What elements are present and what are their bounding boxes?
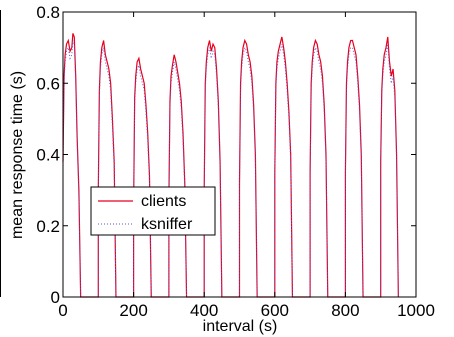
legend-label-ksniffer: ksniffer xyxy=(141,216,193,233)
x-tick-label: 0 xyxy=(58,301,67,320)
x-tick-label: 800 xyxy=(331,301,359,320)
x-tick-label: 1000 xyxy=(397,301,435,320)
y-tick-label: 0.8 xyxy=(36,3,60,22)
series-layer xyxy=(62,33,399,298)
x-tick-label: 200 xyxy=(119,301,147,320)
x-tick-label: 600 xyxy=(261,301,289,320)
y-tick-label: 0 xyxy=(51,288,60,307)
y-tick-label: 0.4 xyxy=(36,146,60,165)
legend-label-clients: clients xyxy=(141,193,186,210)
y-tick-label: 0.2 xyxy=(36,217,60,236)
x-axis-title: interval (s) xyxy=(203,318,278,335)
legend: clients ksniffer xyxy=(90,186,216,236)
y-tick-label: 0.6 xyxy=(36,74,60,93)
y-axis-title: mean response time (s) xyxy=(9,71,26,239)
series-line-clients xyxy=(62,33,399,298)
x-tick-label: 400 xyxy=(190,301,218,320)
legend-box xyxy=(90,186,216,236)
series-line-ksniffer xyxy=(62,40,399,298)
ticks-layer: 0 200 400 600 800 1000 0 0.2 0.4 0.6 0.8 xyxy=(36,3,435,320)
